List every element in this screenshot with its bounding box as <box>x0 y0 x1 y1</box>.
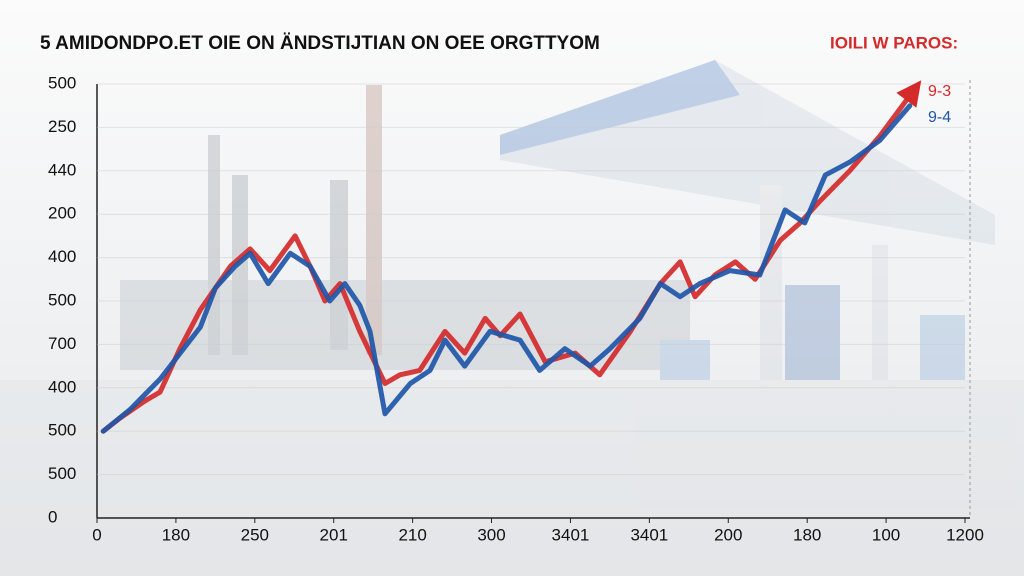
series-line <box>100 80 922 434</box>
chart-subtitle: IOILI W PAROS: <box>830 33 958 52</box>
y-tick-label: 700 <box>48 334 76 353</box>
x-tick-label: 200 <box>714 525 742 544</box>
y-tick-label: 0 <box>48 507 57 526</box>
y-tick-label: 200 <box>48 204 76 223</box>
x-tick-label: 3401 <box>630 525 668 544</box>
x-tick-label: 250 <box>241 525 269 544</box>
x-tick-label: 1200 <box>946 525 984 544</box>
y-tick-label: 400 <box>48 247 76 266</box>
series-line <box>100 103 913 434</box>
x-tick-label: 180 <box>793 525 821 544</box>
chart-title: 5 AMIDONDPO.ET OIE ON ÄNDSTIJTIAN ON OEE… <box>40 33 600 54</box>
x-tick-label: 180 <box>162 525 190 544</box>
background-scene <box>0 60 1024 576</box>
y-tick-label: 440 <box>48 160 76 179</box>
legend-label: 9-3 <box>928 83 951 100</box>
x-tick-label: 0 <box>92 525 101 544</box>
x-tick-label: 201 <box>320 525 348 544</box>
y-tick-label: 500 <box>48 464 76 483</box>
x-tick-label: 100 <box>872 525 900 544</box>
y-tick-label: 500 <box>48 421 76 440</box>
y-tick-label: 400 <box>48 377 76 396</box>
x-tick-label: 300 <box>477 525 505 544</box>
x-tick-label: 3401 <box>552 525 590 544</box>
legend-label: 9-4 <box>928 109 951 126</box>
y-tick-label: 500 <box>48 290 76 309</box>
x-tick-label: 210 <box>398 525 426 544</box>
y-tick-label: 250 <box>48 117 76 136</box>
y-tick-label: 500 <box>48 73 76 92</box>
